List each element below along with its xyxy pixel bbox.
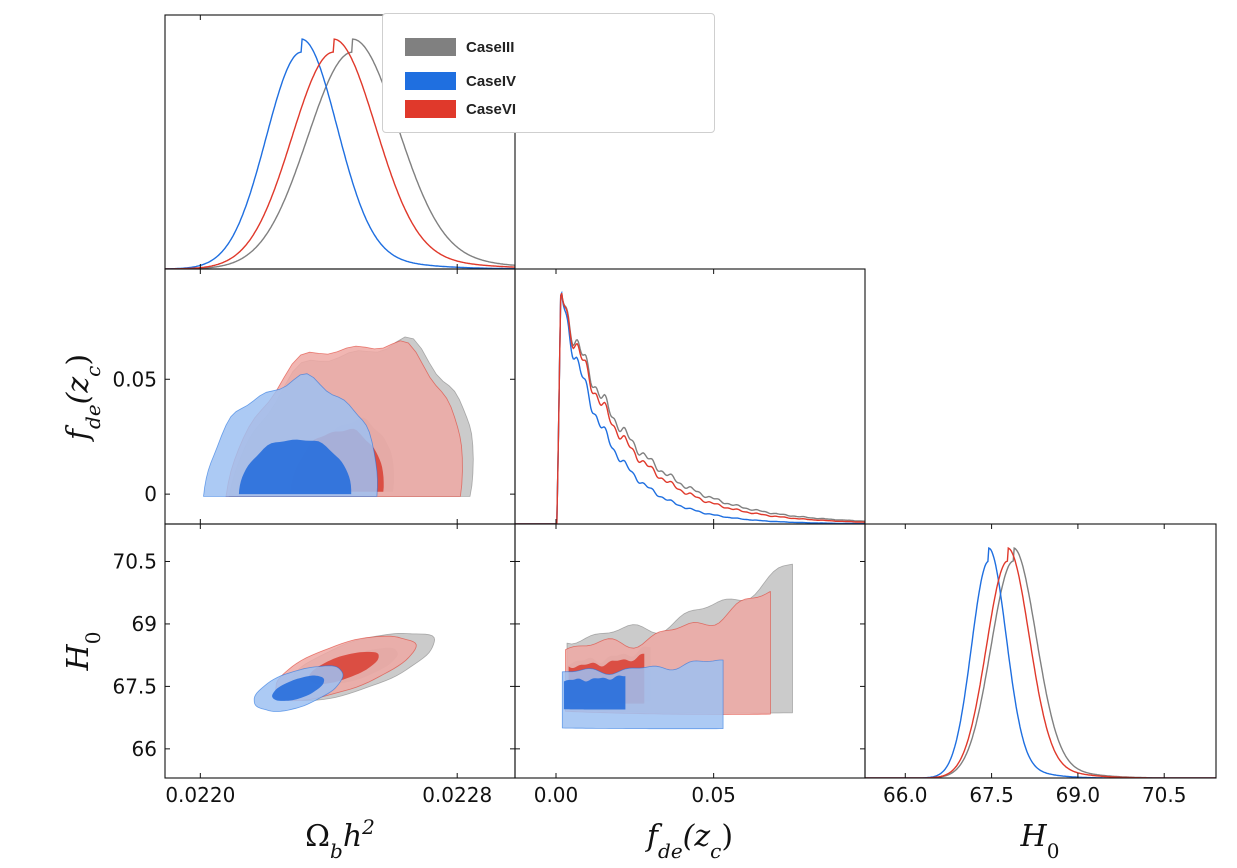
x-tick-label-fde-0: 0.00 [534, 783, 579, 807]
legend-label-caseiii: CaseIII [466, 38, 515, 56]
panel-frame-2-2 [864, 523, 1217, 779]
x-tick-label-obh2-1: 0.0228 [422, 783, 492, 807]
contour-95-fde-h0-caseiv [561, 659, 724, 730]
marginal-curve-obh2-caseiii [165, 38, 515, 269]
y-axis-label-fde: fde(zc) [61, 354, 105, 442]
legend-label-casevi: CaseVI [466, 100, 517, 118]
marginal-curve-H0-caseiii [865, 547, 1216, 778]
marginal-curve-obh2-casevi [165, 38, 515, 269]
x-tick-label-H0-1: 67.5 [969, 783, 1014, 807]
y-axis-label-h0: H0 [61, 632, 105, 672]
marginal-curve-obh2-caseiv [165, 38, 515, 269]
legend-item-caseiii: CaseIII [405, 37, 514, 57]
x-axis-label-fde: fde(zc) [645, 819, 733, 863]
y-tick-label-h0-2: 69 [132, 612, 157, 636]
contour-68-obh2-fde-caseiv [238, 439, 352, 495]
x-tick-label-H0-3: 70.5 [1142, 783, 1187, 807]
marginal-curve-fde-casevi [515, 292, 865, 524]
legend-item-caseiv: CaseIV [405, 71, 516, 91]
y-tick-label-fde-0: 0 [144, 482, 157, 506]
legend-swatch-caseiii [405, 38, 456, 56]
x-axis-label-obh2: Ωbh2 [305, 815, 375, 863]
x-tick-label-H0-0: 66.0 [883, 783, 928, 807]
contour-68-fde-h0-caseiv [563, 675, 626, 710]
legend-swatch-casevi [405, 100, 456, 118]
marginal-curve-fde-caseiv [515, 290, 865, 524]
marginal-curve-fde-caseiii [515, 293, 865, 524]
y-tick-label-h0-1: 67.5 [112, 674, 157, 698]
y-tick-label-h0-0: 66 [132, 737, 157, 761]
legend-swatch-caseiv [405, 72, 456, 90]
y-tick-label-h0-3: 70.5 [112, 549, 157, 573]
x-tick-label-H0-2: 69.0 [1056, 783, 1101, 807]
panel-frame-1-1 [514, 268, 866, 525]
x-tick-label-obh2-0: 0.0220 [165, 783, 235, 807]
y-tick-label-fde-1: 0.05 [112, 367, 157, 391]
x-tick-label-fde-1: 0.05 [691, 783, 736, 807]
legend-label-caseiv: CaseIV [466, 72, 517, 90]
legend: CaseIII CaseIV CaseVI [382, 13, 715, 133]
contour-68-obh2-h0-caseiv [272, 675, 325, 701]
legend-item-casevi: CaseVI [405, 99, 516, 119]
x-axis-label-h0: H0 [1020, 819, 1060, 863]
